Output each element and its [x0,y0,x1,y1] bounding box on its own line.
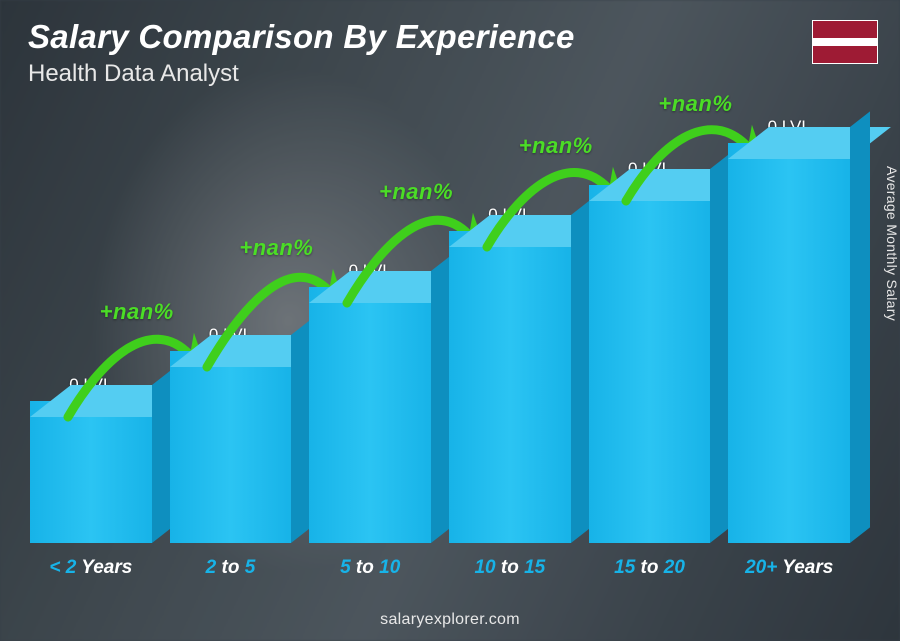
bar-body [309,287,431,543]
bar-1: +nan%0 LVL2 to 5 [170,325,292,579]
y-axis-label: Average Monthly Salary [884,166,900,321]
header: Salary Comparison By Experience Health D… [28,18,575,88]
flag-band-top [813,21,877,38]
bar-category-label: 2 to 5 [206,557,256,579]
bar-4: +nan%0 LVL15 to 20 [589,159,711,579]
bar-body [728,143,850,543]
growth-label-1: +nan% [100,299,174,325]
page-title: Salary Comparison By Experience [28,18,575,56]
salary-bar-chart: 0 LVL< 2 Years+nan%0 LVL2 to 5+nan%0 LVL… [30,99,850,579]
bar-0: 0 LVL< 2 Years [30,375,152,579]
bar-body [30,401,152,543]
flag-band-bot [813,46,877,63]
bar-5: +nan%0 LVL20+ Years [728,117,850,579]
bar-2: +nan%0 LVL5 to 10 [309,261,431,579]
flag-band-mid [813,38,877,46]
bar-3: +nan%0 LVL10 to 15 [449,205,571,579]
bar-body [449,231,571,543]
growth-label-5: +nan% [658,91,732,117]
growth-label-2: +nan% [239,235,313,261]
growth-label-3: +nan% [379,179,453,205]
country-flag-latvia [812,20,878,64]
bar-category-label: 10 to 15 [474,557,545,579]
bar-category-label: < 2 Years [49,557,132,579]
footer-attribution: salaryexplorer.com [0,611,900,629]
bar-category-label: 20+ Years [745,557,833,579]
page-subtitle: Health Data Analyst [28,60,575,88]
bar-body [589,185,711,543]
growth-label-4: +nan% [519,133,593,159]
bar-body [170,351,292,543]
bar-category-label: 5 to 10 [340,557,400,579]
bar-category-label: 15 to 20 [614,557,685,579]
